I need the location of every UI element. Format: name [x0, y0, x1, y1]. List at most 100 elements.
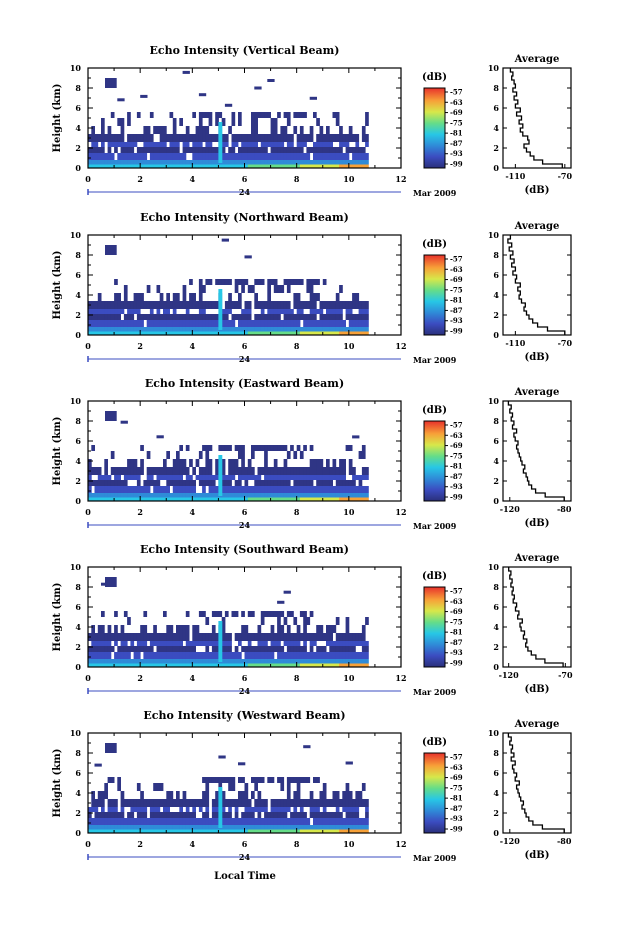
echo-cell: [251, 475, 255, 480]
echo-cell: [303, 486, 307, 493]
echo-cell: [215, 112, 219, 118]
echo-cell: [290, 320, 294, 327]
echo-cell: [303, 641, 307, 646]
echo-cell: [342, 659, 346, 664]
echo-cell: [277, 309, 281, 314]
echo-cell: [179, 475, 183, 480]
echo-cell: [254, 777, 258, 783]
colorbar: [423, 420, 446, 502]
echo-cell: [283, 331, 288, 335]
echo-cell: [352, 812, 356, 818]
echo-cell: [107, 301, 112, 309]
colorbar-tick-label: -93: [450, 149, 463, 158]
echo-cell: [247, 331, 252, 335]
echo-cell: [202, 799, 206, 807]
echo-cell: [182, 134, 187, 142]
echo-cell: [136, 825, 141, 830]
echo-cell: [101, 493, 105, 498]
echo-cell: [303, 301, 307, 309]
echo-cell: [277, 652, 281, 659]
colorbar-tick-label: -57: [450, 88, 463, 97]
echo-cell: [290, 153, 294, 160]
echo-cell: [332, 641, 337, 646]
echo-cell: [365, 812, 369, 818]
echo-cell: [182, 467, 187, 475]
echo-cell: [335, 134, 340, 142]
echo-cell: [123, 327, 128, 332]
echo-cell: [153, 818, 157, 825]
echo-cell: [231, 459, 236, 467]
echo-cell: [254, 486, 258, 493]
echo-cell: [166, 451, 170, 459]
echo-cell: [319, 309, 324, 314]
profile-x-tick-label: -70: [558, 171, 573, 181]
echo-cell: [143, 164, 148, 168]
echo-cell: [94, 142, 99, 147]
y-tick-label: 8: [75, 250, 81, 260]
echo-cell: [277, 467, 281, 475]
echo-cell: [241, 309, 245, 314]
echo-cell: [244, 160, 249, 165]
x-tick-label: 0: [85, 174, 91, 184]
echo-cell: [273, 301, 278, 309]
echo-cell: [309, 652, 314, 659]
echo-cell: [224, 829, 229, 833]
echo-cell: [277, 285, 281, 293]
echo-cell: [91, 142, 95, 147]
echo-cell: [202, 309, 206, 314]
echo-cell: [163, 829, 167, 833]
echo-cell: [107, 147, 112, 153]
echo-cell: [270, 320, 275, 327]
echo-cell: [355, 791, 360, 799]
y-tick-label: 4: [75, 456, 81, 466]
echo-cell: [166, 633, 170, 641]
echo-cell: [172, 301, 177, 309]
echo-cell: [176, 641, 180, 646]
echo-cell: [286, 147, 291, 153]
echo-cell: [114, 331, 118, 335]
echo-cell: [335, 486, 340, 493]
echo-cell: [339, 331, 343, 335]
echo-cell: [361, 818, 366, 825]
echo-cell: [234, 829, 239, 833]
echo-cell: [101, 153, 105, 160]
echo-cell: [332, 475, 337, 480]
echo-cell: [358, 314, 363, 320]
echo-cell: [299, 825, 304, 830]
echo-cell: [241, 164, 245, 168]
echo-cell: [270, 777, 275, 783]
colorbar-tick-label: -93: [450, 648, 463, 657]
echo-cell: [277, 799, 281, 807]
echo-cell: [127, 663, 131, 667]
echo-cell: [313, 829, 317, 833]
echo-cell: [224, 134, 229, 142]
echo-cell: [107, 480, 112, 486]
echo-cell: [257, 829, 262, 833]
echo-cell: [172, 293, 177, 301]
echo-cell: [348, 164, 353, 168]
profile-frame: [502, 400, 572, 502]
echo-cell: [296, 142, 301, 147]
echo-cell: [107, 659, 112, 664]
echo-cell: [326, 309, 330, 314]
echo-cell: [251, 663, 255, 667]
echo-cell: [205, 331, 210, 335]
echo-cell: [244, 327, 249, 332]
echo-cell: [251, 320, 255, 327]
echo-cell: [169, 812, 174, 818]
colorbar-tick-label: -69: [450, 108, 463, 117]
echo-cell: [97, 659, 102, 664]
echo-cell: [251, 646, 255, 652]
echo-cell: [94, 763, 102, 767]
echo-cell: [277, 777, 281, 783]
echo-cell: [339, 646, 343, 652]
echo-cell: [299, 451, 304, 459]
echo-cell: [176, 791, 180, 799]
echo-cell: [273, 646, 278, 652]
echo-cell: [105, 577, 117, 587]
echo-cell: [358, 818, 363, 825]
echo-cell: [228, 293, 232, 301]
echo-cell: [156, 331, 161, 335]
echo-cell: [313, 633, 317, 641]
echo-cell: [211, 818, 216, 825]
